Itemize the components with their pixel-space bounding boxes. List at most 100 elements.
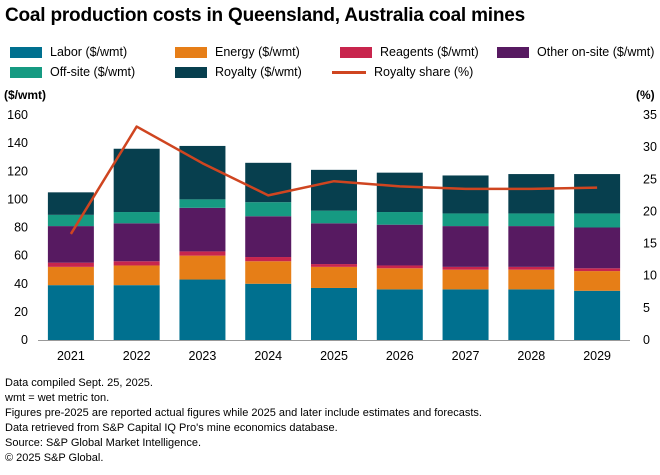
legend-swatch-reagents [340,46,372,58]
bar-segment-other-on-site [245,216,292,258]
bar-segment-reagents [47,262,94,267]
y-left-tick-label: 40 [14,277,28,291]
y-right-axis-label: (%) [636,88,655,102]
bar-segment-other-on-site [376,224,423,266]
chart-notes: Data compiled Sept. 25, 2025. wmt = wet … [5,376,482,466]
legend-label-off-site: Off-site ($/wmt) [50,65,136,79]
y-right-tick-label: 15 [643,237,657,251]
note-figures: Figures pre-2025 are reported actual fig… [5,407,482,419]
legend-swatch-off-site [10,66,42,78]
x-tick-label: 2024 [254,349,282,363]
bar-segment-other-on-site [442,226,489,267]
legend-label-labor: Labor ($/wmt) [50,45,128,59]
y-right-tick-label: 5 [643,301,650,315]
legend-label-royalty-share: Royalty share (%) [374,65,474,79]
legend-item-energy: Energy ($/wmt) [175,45,300,59]
bar-segment-other-on-site [113,223,160,262]
bar-segment-reagents [311,264,357,267]
bar-segment-royalty [311,169,357,211]
bar-segment-off-site [442,213,489,227]
bar-segment-other-on-site [508,226,555,267]
bar-segment-royalty [113,148,160,213]
note-data-source: Data retrieved from S&P Capital IQ Pro's… [5,422,338,434]
legend-label-energy: Energy ($/wmt) [215,45,300,59]
legend-item-off-site: Off-site ($/wmt) [10,65,135,79]
bar-segment-off-site [113,212,160,224]
bar-segment-off-site [245,202,292,217]
stacked-bar-chart: 0 20 40 60 80 100 120 140 160 0 5 10 15 20 25 30 35 2021 2… [7,108,657,363]
bar-segment-reagents [113,261,160,266]
bar-segment-off-site [47,214,94,227]
bar-segment-energy [574,271,621,291]
bar-segment-labor [508,289,555,340]
legend-swatch-other-on-site [497,46,529,58]
bar-segment-royalty [47,192,94,215]
bar-segment-energy [508,269,555,290]
x-tick-label: 2028 [517,349,545,363]
bar-segment-labor [311,287,357,340]
legend-item-reagents: Reagents ($/wmt) [340,45,479,59]
bar-segment-labor [574,290,621,340]
bar-segment-reagents [179,251,226,256]
bar-segment-off-site [311,210,357,224]
bar-segment-reagents [245,257,292,262]
legend-item-royalty: Royalty ($/wmt) [175,65,302,79]
bar-segment-off-site [376,212,423,225]
bar-segment-other-on-site [179,207,226,252]
legend-label-royalty: Royalty ($/wmt) [215,65,302,79]
legend-item-other-on-site: Other on-site ($/wmt) [497,45,654,59]
bar-segment-royalty [376,172,423,213]
x-tick-label: 2021 [57,349,85,363]
bar-segment-off-site [508,213,555,227]
bar-segment-labor [245,283,292,340]
bar-segment-labor [179,279,226,340]
legend: Labor ($/wmt) Energy ($/wmt) Reagents ($… [0,42,660,82]
x-tick-label: 2027 [452,349,480,363]
x-tick-label: 2023 [189,349,217,363]
y-left-tick-label: 120 [7,164,28,178]
bar-segment-royalty [442,175,489,214]
bar-segment-energy [245,261,292,284]
bar-segment-off-site [179,199,226,208]
y-right-tick-label: 20 [643,204,657,218]
y-left-tick-label: 80 [14,221,28,235]
legend-swatch-energy [175,46,207,58]
bar-segment-energy [179,255,226,280]
bar-segment-energy [47,266,94,286]
y-right-tick-label: 30 [643,140,657,154]
legend-swatch-royalty [175,66,207,78]
bar-segment-energy [442,269,489,290]
y-right-tick-label: 10 [643,269,657,283]
bar-segment-off-site [574,213,621,228]
legend-label-other-on-site: Other on-site ($/wmt) [537,45,655,59]
y-left-axis-label: ($/wmt) [4,88,46,102]
bar-segment-reagents [574,268,621,272]
y-left-tick-label: 140 [7,136,28,150]
y-left-tick-label: 20 [14,305,28,319]
bar-segment-energy [113,265,160,286]
y-left-tick-label: 100 [7,192,28,206]
y-left-tick-label: 0 [21,333,28,347]
x-tick-label: 2026 [386,349,414,363]
bar-segment-reagents [376,265,423,269]
y-left-tick-label: 60 [14,249,28,263]
bar-segment-labor [442,289,489,340]
legend-label-reagents: Reagents ($/wmt) [380,45,479,59]
y-left-tick-label: 160 [7,108,28,122]
y-right-tick-label: 0 [643,333,650,347]
bar-segment-labor [47,285,94,340]
bar-segment-reagents [442,266,489,270]
bar-segment-other-on-site [574,227,621,269]
bar-segment-royalty [508,174,555,214]
legend-item-labor: Labor ($/wmt) [10,45,127,59]
note-compiled: Data compiled Sept. 25, 2025. [5,377,153,389]
bar-segment-other-on-site [311,223,357,265]
legend-line-royalty-share [332,70,366,74]
y-right-tick-label: 25 [643,172,657,186]
note-wmt: wmt = wet metric ton. [5,392,110,404]
bar-segment-labor [113,285,160,340]
y-right-tick-label: 35 [643,108,657,122]
x-tick-label: 2029 [583,349,611,363]
bar-segment-labor [376,289,423,340]
legend-item-royalty-share: Royalty share (%) [332,65,473,79]
